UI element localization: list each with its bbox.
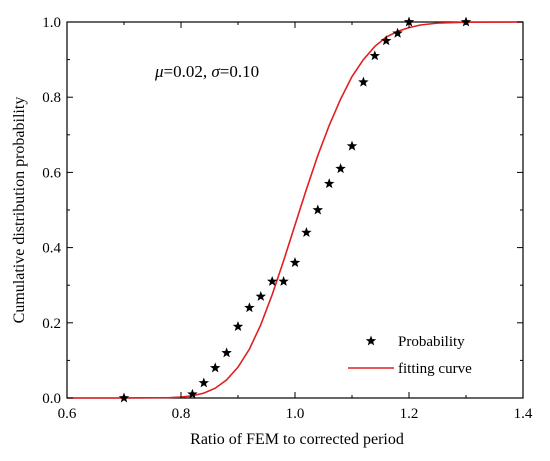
mu-value: =0.02, [164, 62, 212, 81]
probability-point [187, 388, 198, 399]
probability-point [380, 35, 392, 46]
x-tick-label: 1.2 [400, 406, 419, 422]
y-tick-label: 1.0 [42, 15, 61, 31]
x-tick-label: 0.8 [172, 406, 191, 422]
probability-point [369, 50, 381, 61]
probability-point [358, 76, 369, 87]
probability-point [232, 321, 244, 332]
probability-point [244, 302, 255, 313]
probability-point [312, 204, 324, 215]
probability-point [198, 377, 210, 388]
x-tick-label: 0.6 [58, 406, 77, 422]
legend-star-icon [365, 335, 377, 346]
y-tick-label: 0.8 [42, 90, 61, 106]
probability-point [346, 140, 358, 151]
probability-point [209, 362, 221, 373]
probability-point [323, 178, 335, 189]
annotation-layer: μ=0.02, σ=0.10 [154, 62, 259, 81]
probability-point [301, 227, 312, 238]
probability-point [335, 163, 346, 174]
legend-label-probability: Probability [398, 334, 465, 350]
y-tick-label: 0.2 [42, 316, 61, 332]
x-axis-label: Ratio of FEM to corrected period [190, 431, 404, 448]
ticks-layer: 0.6 0.8 1.0 1.2 1.4 0.0 0.2 0.4 0.6 0.8 1.0 [42, 15, 533, 422]
probability-point [460, 16, 472, 27]
sigma-value: =0.10 [220, 62, 259, 81]
parameter-annotation: μ=0.02, σ=0.10 [154, 62, 259, 81]
fitting-curve-layer [67, 21, 524, 399]
y-tick-label: 0.4 [42, 241, 61, 257]
legend-label-fitting-curve: fitting curve [398, 361, 472, 377]
probability-point [266, 275, 278, 286]
probability-point [392, 27, 403, 38]
legend: Probability fitting curve [348, 334, 472, 377]
sigma-symbol: σ [211, 62, 220, 81]
y-tick-label: 0.6 [42, 165, 61, 181]
probability-point [289, 257, 301, 268]
probability-point [221, 347, 232, 358]
y-axis-label: Cumulative distribution probability [11, 97, 28, 324]
probability-point [403, 16, 415, 27]
probability-point [278, 275, 289, 286]
mu-symbol: μ [154, 62, 164, 81]
probability-point [255, 290, 267, 301]
y-tick-label: 0.0 [42, 391, 61, 407]
x-tick-label: 1.0 [286, 406, 305, 422]
fitting-curve-line [67, 21, 524, 399]
x-tick-label: 1.4 [514, 406, 533, 422]
